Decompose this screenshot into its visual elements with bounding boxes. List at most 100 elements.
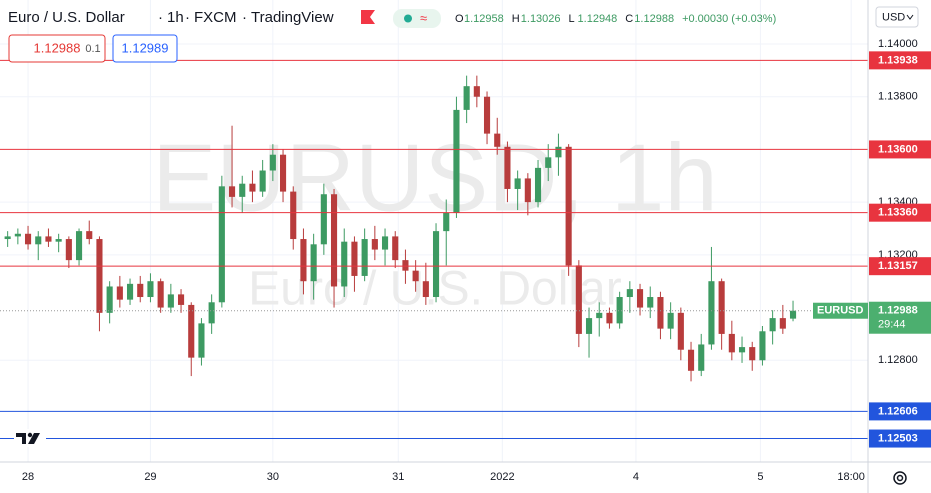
symbol: Euro / U.S. Dollar: [8, 9, 125, 26]
candle-body: [188, 304, 195, 358]
candle-body: [228, 186, 236, 197]
level-label: 1.12503: [878, 432, 918, 444]
currency: USD: [882, 11, 905, 23]
ohlc-label: H: [512, 13, 520, 25]
candle-body: [157, 281, 164, 308]
level-label: 1.13600: [878, 143, 918, 155]
candle-body: [585, 318, 593, 334]
candle-body: [749, 347, 756, 361]
level-label: 1.13360: [878, 207, 918, 219]
candle-body: [341, 241, 348, 287]
candle-body: [310, 244, 317, 282]
level-label: 1.12606: [878, 405, 918, 417]
level-label-bg: [869, 429, 931, 448]
candle-body: [177, 294, 185, 305]
candle-body: [106, 286, 113, 313]
candle-body: [626, 289, 633, 298]
ohlc-value: 1.13026: [521, 13, 561, 25]
ohlc-value: 1.12958: [464, 13, 504, 25]
status-icon: ≈: [420, 10, 427, 25]
ohlc-value: 1.12988: [634, 13, 674, 25]
candle-body: [330, 194, 338, 287]
candle-body: [769, 318, 776, 332]
flag-icon[interactable]: [361, 10, 375, 24]
candle-body: [667, 312, 674, 329]
candle-body: [279, 154, 287, 192]
candle-body: [351, 241, 358, 276]
sep: ·: [242, 9, 247, 26]
status-pill[interactable]: [393, 9, 441, 28]
candle-body: [494, 133, 501, 147]
status-dot: [404, 14, 412, 23]
candle-body: [504, 146, 511, 189]
bid-box[interactable]: [8, 34, 106, 63]
candle-body: [596, 312, 603, 319]
candle-body: [545, 157, 552, 168]
candle-body: [473, 86, 480, 97]
candle-body: [698, 344, 705, 371]
settings-icon[interactable]: [893, 471, 907, 485]
change: +0.00030 (+0.03%): [682, 13, 776, 25]
source: FXCM: [194, 9, 237, 26]
x-tick-label: 5: [757, 471, 763, 483]
y-tick-label: 1.12800: [878, 354, 918, 366]
candle-body: [738, 347, 746, 353]
level-label-bg: [869, 140, 931, 159]
ask-box[interactable]: [112, 34, 178, 63]
candle-body: [718, 281, 725, 334]
candle-body: [759, 331, 766, 361]
candle-body: [208, 302, 215, 324]
dropdown-arrow: [906, 14, 914, 20]
candle-body: [524, 178, 531, 203]
candle-body: [320, 194, 327, 245]
candle-body: [126, 283, 134, 300]
candle-body: [647, 297, 654, 308]
candle-body: [75, 231, 83, 261]
last-name-bg: [813, 302, 868, 319]
candle-body: [779, 318, 786, 329]
x-tick-label: 28: [22, 471, 34, 483]
candle-body: [565, 146, 572, 266]
spread: 0.1: [85, 43, 100, 55]
candle-body: [24, 233, 32, 245]
candle-body: [606, 312, 613, 324]
x-tick-label: 30: [267, 471, 279, 483]
candle-body: [361, 239, 368, 276]
x-tick-label: 4: [633, 471, 639, 483]
candle-body: [86, 231, 93, 240]
currency-select[interactable]: [875, 6, 919, 28]
candle-body: [392, 236, 399, 261]
gear: [893, 471, 907, 485]
candle-body: [4, 236, 11, 240]
level-label-bg: [869, 402, 931, 421]
candle-body: [453, 109, 460, 213]
level-label-bg: [869, 203, 931, 222]
candle-body: [708, 281, 715, 345]
candle-body: [218, 186, 225, 303]
candle-body: [463, 86, 470, 110]
candle-body: [514, 178, 521, 189]
ohlc-label: L: [569, 13, 575, 25]
candle-body: [198, 323, 205, 358]
candle-body: [14, 233, 21, 237]
x-tick-label: 18:00: [837, 471, 865, 483]
candle-body: [371, 239, 378, 250]
x-tick-label: 2022: [490, 471, 514, 483]
candle-body: [402, 260, 409, 271]
candle-body: [534, 167, 542, 203]
candle-body: [789, 310, 797, 319]
x-tick-label: 31: [392, 471, 404, 483]
logo-t: [16, 433, 26, 444]
legend: Euro / U.S. Dollar · 1h · FXCM · Trading…: [8, 9, 441, 28]
candle-body: [728, 333, 735, 353]
y-tick-label: 1.13800: [878, 91, 918, 103]
platform: TradingView: [251, 9, 334, 26]
candle-body: [300, 239, 307, 282]
sep: ·: [185, 9, 190, 26]
candle-body: [432, 231, 440, 298]
candle-body: [636, 289, 644, 308]
level-label: 1.13157: [878, 260, 918, 272]
logo-v: [28, 433, 40, 444]
watermark-symbol: EURUSD, 1h: [152, 124, 718, 231]
